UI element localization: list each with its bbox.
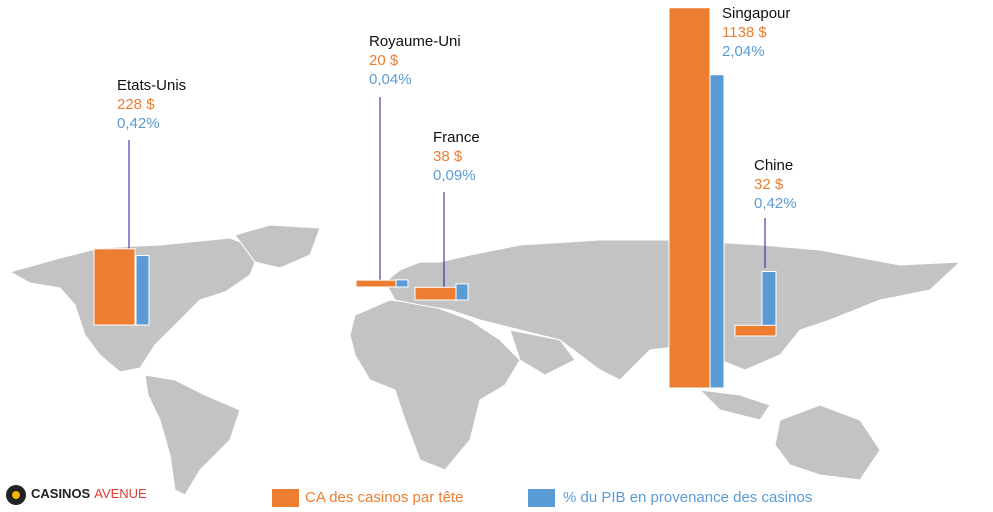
brand-name-accent: AVENUE: [94, 486, 147, 501]
brand-name-main: CASINOS: [31, 486, 91, 501]
bar: [355, 279, 397, 288]
value-label: 32 $: [754, 176, 784, 193]
legend-swatch: [528, 489, 555, 507]
value-label: 228 $: [117, 96, 155, 113]
brand-name: CASINOS AVENUE: [31, 486, 147, 501]
bar: [414, 286, 457, 301]
country-label: Singapour: [722, 5, 790, 22]
logo-icon-center: [12, 491, 20, 499]
bar: [734, 324, 777, 337]
bar: [395, 279, 409, 288]
bar: [709, 74, 725, 389]
brand-logo: CASINOS AVENUE: [6, 485, 147, 505]
bar: [93, 248, 136, 326]
value-label: 0,42%: [117, 115, 160, 132]
value-label: 38 $: [433, 148, 463, 165]
bar: [455, 283, 469, 301]
value-label: 1138 $: [722, 24, 767, 41]
value-label: 0,04%: [369, 71, 412, 88]
world-map: [8, 224, 962, 496]
value-label: 0,09%: [433, 167, 476, 184]
value-label: 20 $: [369, 52, 399, 69]
legend-swatch: [272, 489, 299, 507]
bar: [135, 255, 150, 326]
value-label: 2,04%: [722, 43, 765, 60]
country-label: France: [433, 129, 480, 146]
value-label: 0,42%: [754, 195, 797, 212]
legend: CA des casinos par tête % du PIB en prove…: [272, 489, 812, 507]
country-label: Royaume-Uni: [369, 33, 461, 50]
country-label: Etats-Unis: [117, 77, 186, 94]
legend-label: CA des casinos par tête: [305, 489, 463, 506]
country-label: Chine: [754, 157, 793, 174]
legend-label: % du PIB en provenance des casinos: [563, 489, 812, 506]
bar: [668, 7, 711, 389]
